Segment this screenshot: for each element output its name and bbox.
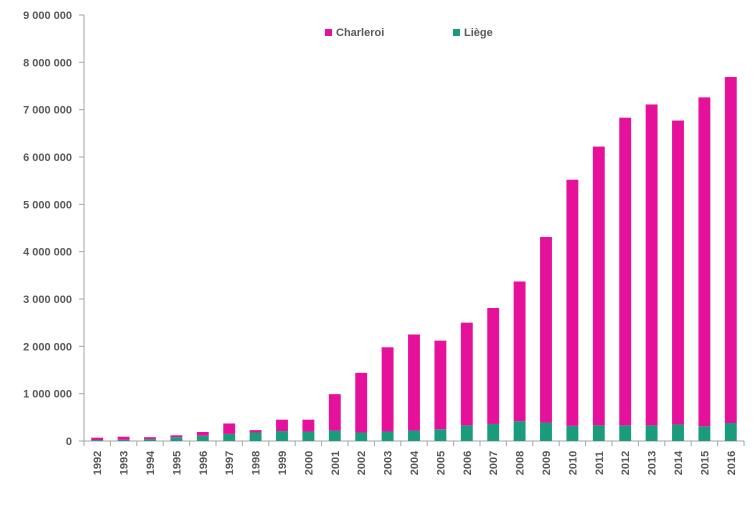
bar-charleroi xyxy=(276,419,288,432)
bar-charleroi xyxy=(619,117,632,426)
x-tick-label: 1998 xyxy=(251,451,263,475)
bar-charleroi xyxy=(196,432,209,436)
y-tick-label: 2 000 000 xyxy=(23,341,72,353)
x-tick-label: 2011 xyxy=(594,451,606,475)
x-tick-label: 1999 xyxy=(277,451,289,475)
x-tick-label: 2013 xyxy=(647,451,659,475)
x-axis: 1992 1993 1994 1995 1996 1997 1998 1999 2000 2001… xyxy=(83,440,745,475)
bar-liege xyxy=(698,426,711,441)
x-tick-label: 2000 xyxy=(303,451,315,475)
y-tick-label: 4 000 000 xyxy=(23,247,72,259)
bar-liege xyxy=(645,425,658,441)
y-tick-label: 6 000 000 xyxy=(23,152,72,164)
bar-liege xyxy=(196,435,209,441)
bar-charleroi xyxy=(117,436,130,440)
y-tick-label: 0 xyxy=(66,436,72,448)
bar-charleroi xyxy=(672,120,684,425)
bar-liege xyxy=(672,424,684,441)
bar-charleroi xyxy=(249,430,262,433)
bar-liege xyxy=(381,431,394,441)
bar-liege xyxy=(566,425,579,441)
y-tick-label: 1 000 000 xyxy=(23,389,72,401)
y-tick-label: 3 000 000 xyxy=(23,294,72,306)
bar-charleroi xyxy=(408,334,420,431)
x-tick-label: 2004 xyxy=(409,450,421,475)
y-tick-label: 7 000 000 xyxy=(23,105,72,117)
bar-charleroi xyxy=(645,104,658,426)
bar-charleroi xyxy=(460,322,473,426)
bar-liege xyxy=(513,421,526,441)
bar-liege xyxy=(460,425,473,441)
bar-liege xyxy=(408,430,420,441)
legend-label: Liège xyxy=(464,27,493,39)
bar-charleroi xyxy=(144,437,156,440)
bar-liege xyxy=(144,439,156,441)
bar-liege xyxy=(592,425,605,441)
x-tick-label: 1994 xyxy=(145,450,157,475)
x-tick-label: 1992 xyxy=(92,451,104,475)
bar-charleroi xyxy=(302,419,315,432)
bar-liege xyxy=(91,440,104,441)
bar-liege xyxy=(328,430,341,441)
x-tick-label: 2016 xyxy=(726,451,738,475)
bar-charleroi xyxy=(724,77,737,424)
x-tick-label: 2015 xyxy=(699,451,711,475)
bar-liege xyxy=(434,429,447,441)
x-tick-label: 2007 xyxy=(488,451,500,475)
legend-label: Charleroi xyxy=(336,27,384,39)
bar-charleroi xyxy=(328,394,341,431)
bar-charleroi xyxy=(513,281,526,422)
x-tick-label: 2009 xyxy=(541,451,553,475)
bar-charleroi xyxy=(487,307,500,424)
bar-charleroi xyxy=(434,340,447,430)
bar-charleroi xyxy=(566,179,579,426)
y-tick-label: 8 000 000 xyxy=(23,57,72,69)
x-tick-label: 2006 xyxy=(462,451,474,475)
x-tick-label: 2002 xyxy=(356,451,368,475)
x-tick-label: 1997 xyxy=(224,451,236,475)
x-tick-label: 1996 xyxy=(198,451,210,475)
y-tick-label: 9 000 000 xyxy=(23,10,72,22)
bar-liege xyxy=(249,432,262,441)
legend-swatch xyxy=(453,29,460,36)
bar-charleroi xyxy=(223,423,236,434)
bar-liege xyxy=(487,423,500,441)
x-tick-label: 2001 xyxy=(330,451,342,475)
legend: Charleroi Liège xyxy=(325,27,493,39)
bar-liege xyxy=(355,432,368,441)
bar-charleroi xyxy=(355,372,368,433)
x-tick-label: 2003 xyxy=(383,451,395,475)
bar-liege xyxy=(117,439,130,441)
bar-liege xyxy=(170,437,183,441)
x-tick-label: 2012 xyxy=(620,451,632,475)
y-tick-label: 5 000 000 xyxy=(23,199,72,211)
bar-liege xyxy=(540,422,552,441)
x-tick-label: 2010 xyxy=(567,451,579,475)
bar-liege xyxy=(724,423,737,441)
bar-liege xyxy=(223,433,236,441)
x-tick-label: 1995 xyxy=(171,451,183,475)
bar-charleroi xyxy=(381,347,394,432)
legend-swatch xyxy=(325,29,332,36)
bar-charleroi xyxy=(91,437,104,441)
x-tick-label: 2005 xyxy=(435,451,447,475)
bar-charleroi xyxy=(592,146,605,426)
bar-liege xyxy=(619,425,632,441)
bar-charleroi xyxy=(540,236,552,423)
bar-charleroi xyxy=(170,435,183,438)
bar-charleroi xyxy=(698,97,711,427)
bar-liege xyxy=(276,431,288,441)
x-tick-label: 2014 xyxy=(673,450,685,475)
y-axis: 0 1 000 000 2 000 000 3 000 000 4 000 000 5 0… xyxy=(23,10,85,448)
x-tick-label: 2008 xyxy=(515,451,527,475)
bar-liege xyxy=(302,431,315,441)
bars xyxy=(91,77,737,441)
x-tick-label: 1993 xyxy=(119,451,131,475)
